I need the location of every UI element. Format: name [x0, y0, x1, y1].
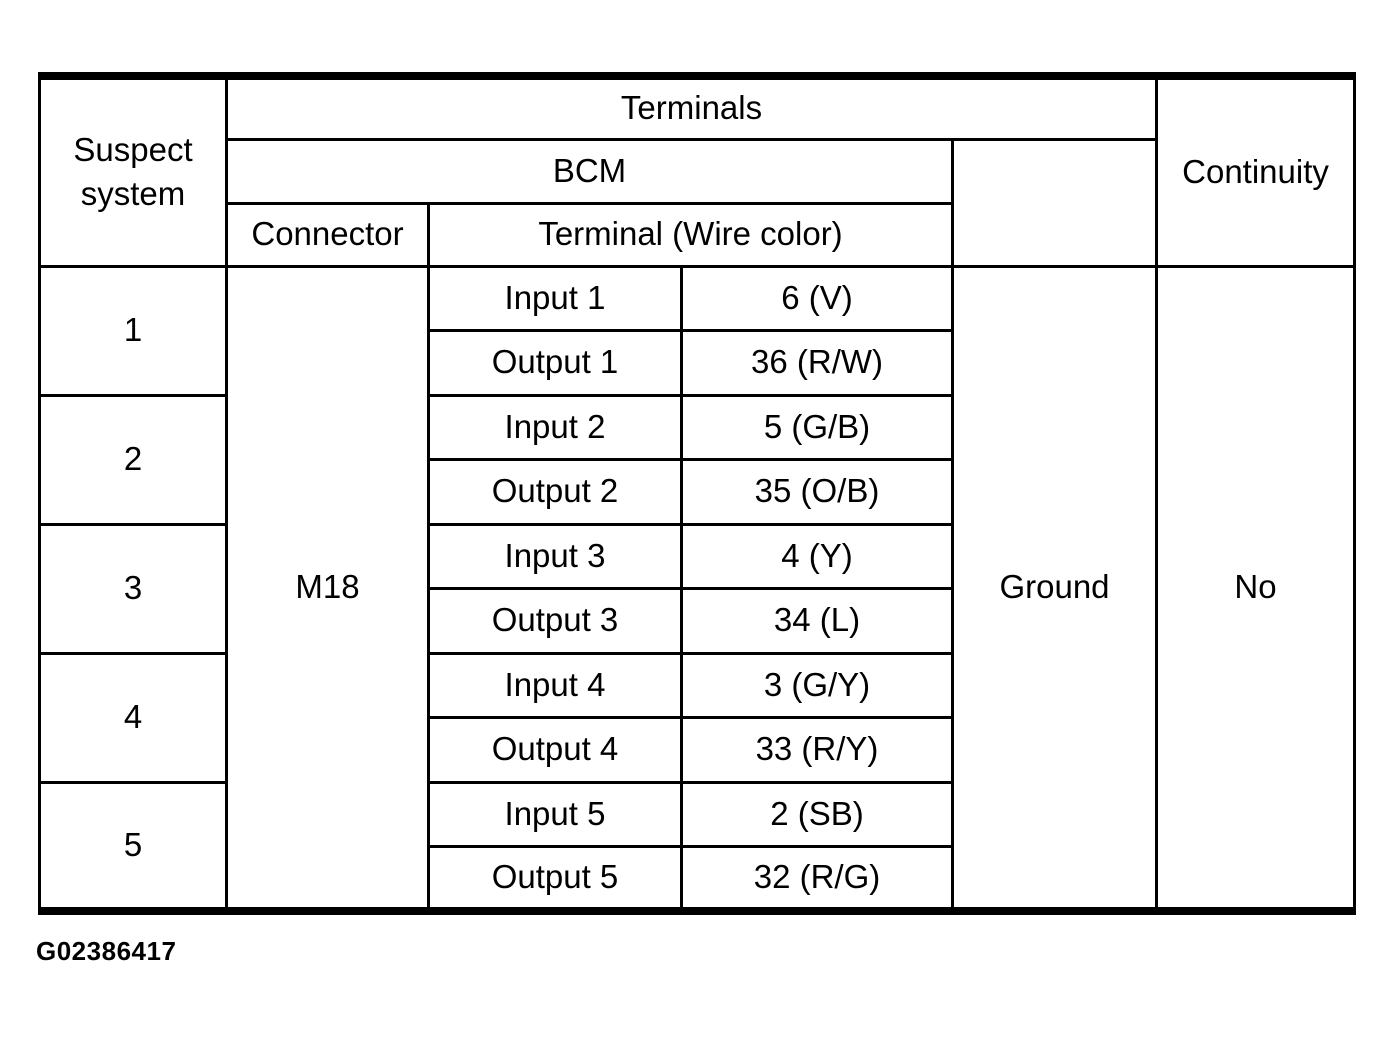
cell-terminal-value: 6 (V) — [680, 264, 954, 332]
figure-id-caption: G02386417 — [36, 936, 177, 966]
header-empty-cell — [950, 137, 1159, 268]
cell-io-label: Output 2 — [427, 458, 683, 526]
header-bcm: BCM — [225, 137, 954, 205]
cell-io-label: Output 4 — [427, 716, 683, 784]
cell-terminal-value: 35 (O/B) — [680, 458, 954, 526]
cell-io-label: Input 5 — [427, 780, 683, 848]
header-suspect-system: Suspect system — [38, 74, 228, 268]
cell-io-label: Output 5 — [427, 845, 683, 913]
header-continuity: Continuity — [1155, 74, 1357, 268]
cell-io-label: Input 3 — [427, 522, 683, 590]
header-connector: Connector — [225, 201, 430, 268]
cell-suspect-4: 4 — [38, 651, 228, 784]
cell-io-label: Output 3 — [427, 587, 683, 655]
cell-terminal-value: 32 (R/G) — [680, 845, 954, 913]
cell-continuity-value: No — [1155, 264, 1357, 913]
cell-terminal-value: 36 (R/W) — [680, 329, 954, 397]
cell-terminal-value: 4 (Y) — [680, 522, 954, 590]
cell-connector-m18: M18 — [225, 264, 430, 913]
cell-terminal-value: 5 (G/B) — [680, 393, 954, 461]
cell-io-label: Output 1 — [427, 329, 683, 397]
cell-io-label: Input 4 — [427, 651, 683, 719]
cell-terminal-value: 3 (G/Y) — [680, 651, 954, 719]
cell-io-label: Input 1 — [427, 264, 683, 332]
cell-ground: Ground — [950, 264, 1159, 913]
cell-terminal-value: 34 (L) — [680, 587, 954, 655]
cell-suspect-2: 2 — [38, 393, 228, 526]
header-terminals: Terminals — [224, 74, 1159, 141]
header-terminal-wire-color: Terminal (Wire color) — [427, 201, 954, 268]
cell-terminal-value: 2 (SB) — [680, 780, 954, 848]
continuity-check-table: Suspect system Terminals Continuity BCM … — [38, 72, 1357, 915]
cell-io-label: Input 2 — [427, 393, 683, 461]
cell-terminal-value: 33 (R/Y) — [680, 716, 954, 784]
cell-suspect-5: 5 — [38, 780, 228, 913]
cell-suspect-3: 3 — [38, 522, 228, 655]
cell-suspect-1: 1 — [38, 264, 228, 397]
